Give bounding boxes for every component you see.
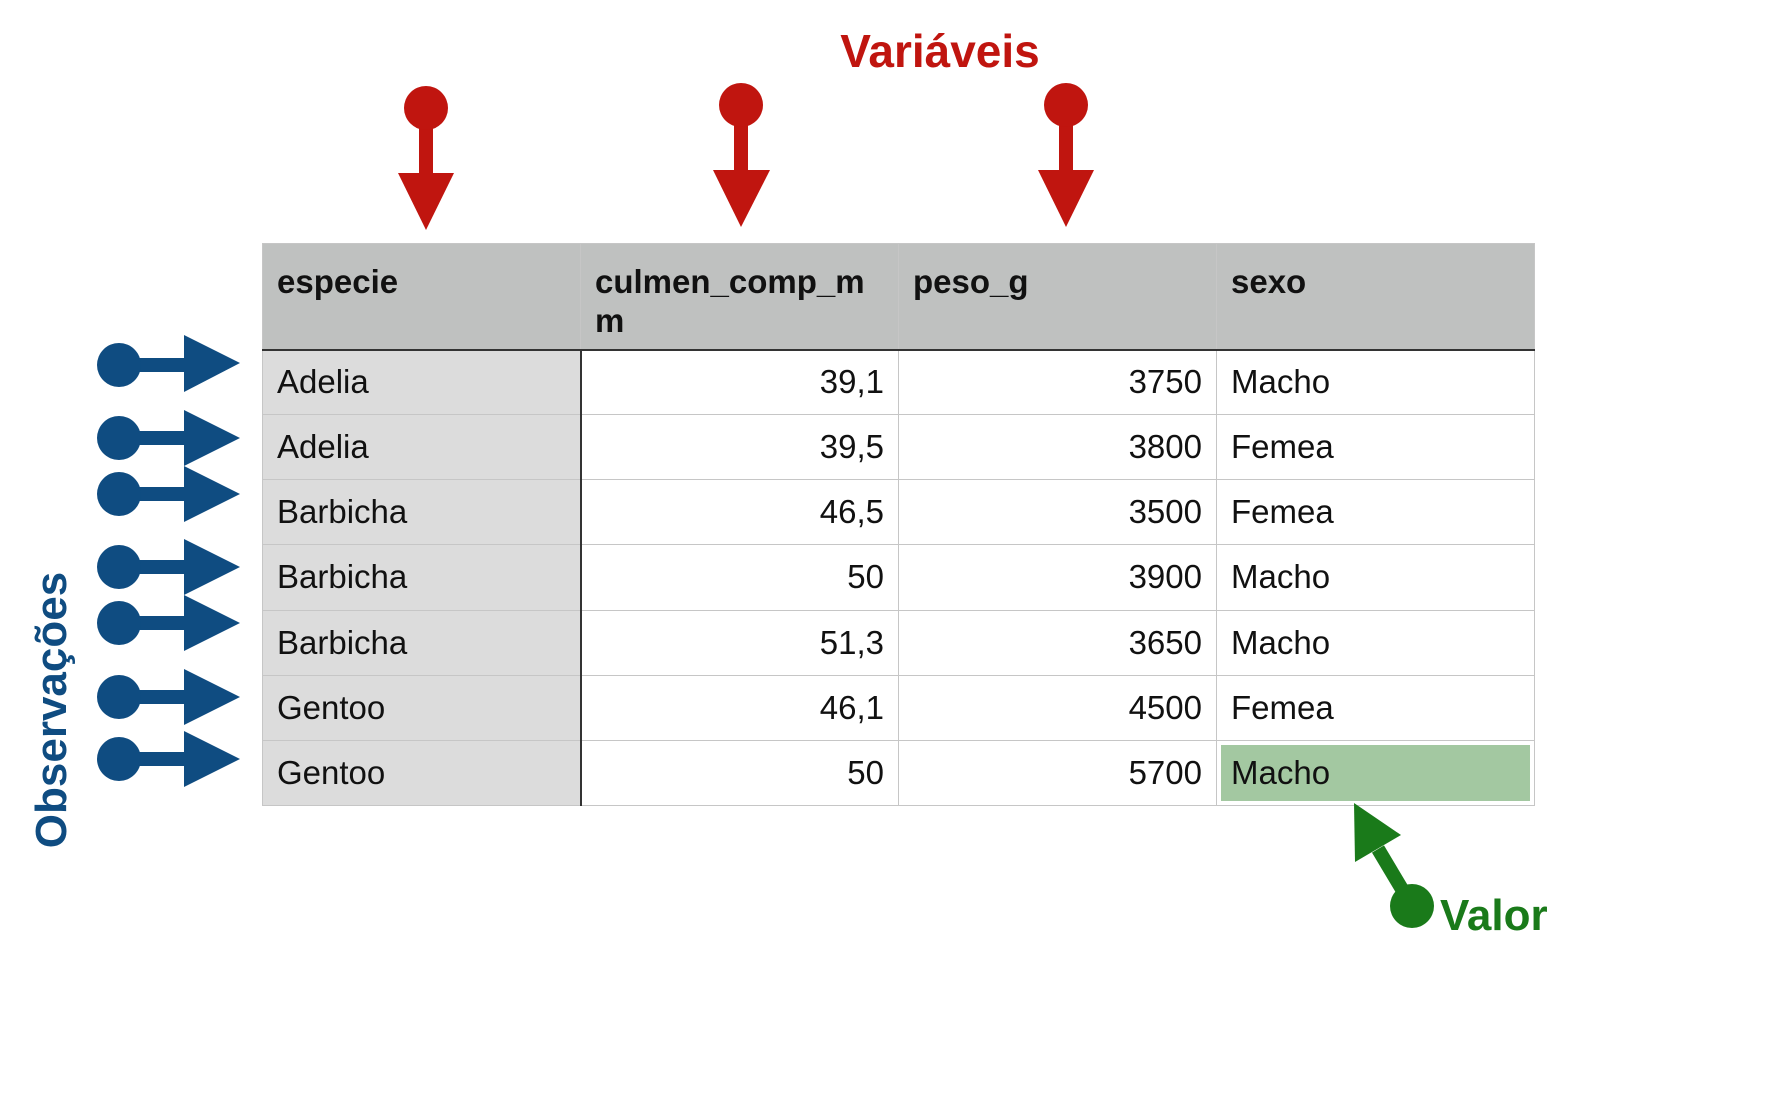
cell-peso-g: 3500 [898,479,1217,546]
cell-especie: Adelia [262,414,582,481]
observation-arrow-icon [97,539,240,595]
value-arrow-icon [1354,803,1434,928]
cell-sexo: Macho [1216,544,1535,611]
observation-arrow-icon [97,669,240,725]
table-row: Gentoo 46,1 4500 Femea [262,674,1535,741]
highlighted-value-cell: Macho [1216,739,1535,807]
table-row: Gentoo 50 5700 Macho [262,739,1535,807]
cell-culmen-comp-mm: 50 [580,739,899,807]
observation-arrow-icon [97,731,240,787]
observation-arrow-icon [97,410,240,466]
value-label: Valor [1440,891,1548,940]
cell-peso-g: 3900 [898,544,1217,611]
variable-arrow-icon [1038,83,1094,227]
table-row: Barbicha 46,5 3500 Femea [262,479,1535,546]
table-row: Adelia 39,1 3750 Macho [262,348,1535,416]
cell-sexo: Macho [1216,348,1535,416]
observation-arrow-icon [97,466,240,522]
cell-especie: Barbicha [262,479,582,546]
table-row: Barbicha 50 3900 Macho [262,544,1535,611]
cell-especie: Barbicha [262,609,582,676]
cell-sexo: Macho [1216,609,1535,676]
cell-sexo: Femea [1216,479,1535,546]
column-header-peso-g: peso_g [898,243,1217,351]
variable-arrow-icon [713,83,770,227]
cell-especie: Barbicha [262,544,582,611]
cell-sexo: Femea [1216,414,1535,481]
data-table: especie culmen_comp_mm peso_g sexo Adeli… [262,243,1535,807]
cell-especie: Gentoo [262,739,582,807]
variables-label: Variáveis [840,25,1040,77]
cell-peso-g: 4500 [898,674,1217,741]
table-row: Adelia 39,5 3800 Femea [262,414,1535,481]
table-header-row: especie culmen_comp_mm peso_g sexo [262,243,1535,351]
column-header-especie: especie [262,243,581,351]
cell-peso-g: 3650 [898,609,1217,676]
cell-especie: Adelia [262,348,582,416]
table-row: Barbicha 51,3 3650 Macho [262,609,1535,676]
cell-culmen-comp-mm: 51,3 [580,609,899,676]
column-header-culmen-comp-mm: culmen_comp_mm [580,243,899,351]
cell-sexo: Femea [1216,674,1535,741]
cell-culmen-comp-mm: 50 [580,544,899,611]
cell-culmen-comp-mm: 39,5 [580,414,899,481]
cell-culmen-comp-mm: 46,1 [580,674,899,741]
cell-culmen-comp-mm: 46,5 [580,479,899,546]
observation-arrow-icon [97,595,240,651]
cell-peso-g: 3800 [898,414,1217,481]
variable-arrow-icon [398,86,454,230]
cell-culmen-comp-mm: 39,1 [580,348,899,416]
cell-peso-g: 5700 [898,739,1217,807]
column-header-sexo: sexo [1216,243,1535,351]
observation-arrow-icon [97,335,240,392]
